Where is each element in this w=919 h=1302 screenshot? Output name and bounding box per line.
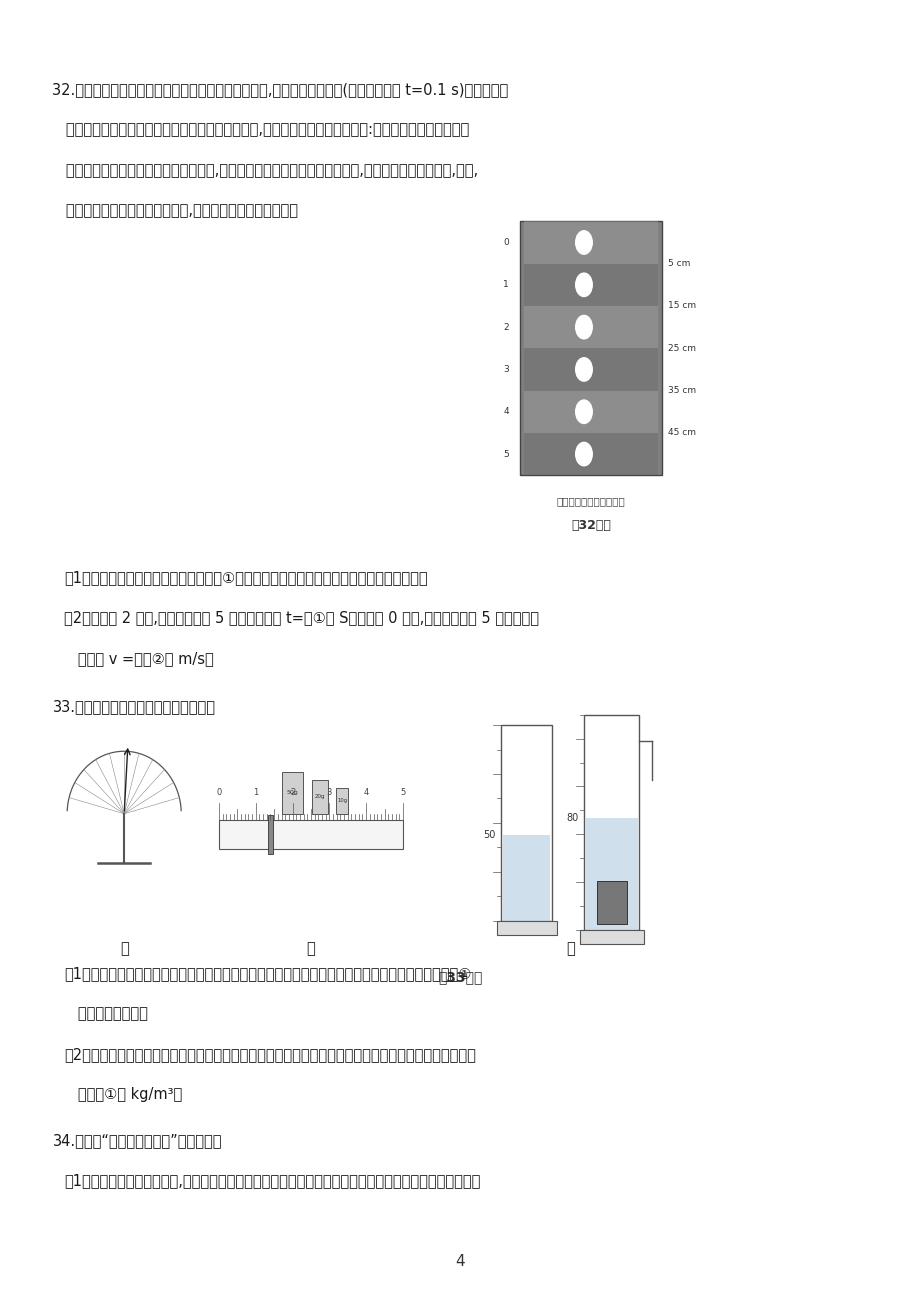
Bar <box>579 930 643 944</box>
Bar <box>596 881 627 924</box>
Bar <box>503 835 550 921</box>
Text: 45 cm: 45 cm <box>667 428 695 437</box>
Text: （1）由频闪照片可以知道小球下落作＿①＿（选填「匀速直线运动」或「变速直线运动」）: （1）由频闪照片可以知道小球下落作＿①＿（选填「匀速直线运动」或「变速直线运动」… <box>64 570 427 586</box>
Text: 0: 0 <box>216 788 221 797</box>
Bar <box>524 306 657 348</box>
Bar <box>524 432 657 475</box>
Text: （1）他将天平放在水平桌面上，当游码归零后发现指针位置如图甲所示，此时他应该将平衡舶每向＿①: （1）他将天平放在水平桌面上，当游码归零后发现指针位置如图甲所示，此时他应该将平… <box>64 966 471 982</box>
Text: 5: 5 <box>503 449 508 458</box>
Text: 5 cm: 5 cm <box>667 259 689 268</box>
Text: 2: 2 <box>289 788 295 797</box>
Text: 25 cm: 25 cm <box>667 344 695 353</box>
Bar <box>501 725 551 921</box>
Bar <box>524 263 657 306</box>
Text: 乙: 乙 <box>306 941 315 957</box>
Circle shape <box>575 315 592 339</box>
Text: 15 cm: 15 cm <box>667 302 696 310</box>
Bar <box>267 815 273 854</box>
Circle shape <box>575 230 592 254</box>
Text: 1: 1 <box>503 280 508 289</box>
Text: 一个运动物体每间隔相同时间曝光一次,将物体在不同时刻所处位置记录下来,由于曝光间隔时间固定,因此,: 一个运动物体每间隔相同时间曝光一次,将物体在不同时刻所处位置记录下来,由于曝光间… <box>52 163 478 178</box>
Text: （2）在用天平测金属块质量时，砷码和游码位置如图乙所示，图丙是测金属块体积的过程，该金属块的密: （2）在用天平测金属块质量时，砷码和游码位置如图乙所示，图丙是测金属块体积的过程… <box>64 1047 476 1062</box>
Text: 小球在不同时刻所处位置: 小球在不同时刻所处位置 <box>556 496 625 506</box>
Text: 4: 4 <box>455 1254 464 1269</box>
Text: 第32题图: 第32题图 <box>571 519 610 533</box>
Bar <box>524 348 657 391</box>
Text: 均速度 v =＿＿②＿ m/s。: 均速度 v =＿＿②＿ m/s。 <box>64 651 214 667</box>
Text: 调，使天平平衡。: 调，使天平平衡。 <box>64 1006 148 1022</box>
Text: 4: 4 <box>503 408 508 417</box>
Text: （2）从起点 2 算起,小球到达位置 5 时下落的时间 t=＿①＿ S。从起点 0 算起,小球到达位置 5 时下落的平: （2）从起点 2 算起,小球到达位置 5 时下落的时间 t=＿①＿ S。从起点 … <box>64 611 539 626</box>
Text: 张不同质量的金属小球从同一位置自由下落的影像,其中一张如图所示。小知识:频闪照相是让照相机对某: 张不同质量的金属小球从同一位置自由下落的影像,其中一张如图所示。小知识:频闪照相… <box>52 122 470 138</box>
Text: 第33题图: 第33题图 <box>437 970 482 984</box>
Text: 33.小明在测量某金属块的密度实验中：: 33.小明在测量某金属块的密度实验中： <box>52 699 215 715</box>
Text: 50: 50 <box>483 829 495 840</box>
Text: 5: 5 <box>400 788 405 797</box>
Text: 50g: 50g <box>287 790 298 796</box>
Text: 4: 4 <box>363 788 369 797</box>
Text: 34.在探究“电流与电阵关系”的过程中。: 34.在探究“电流与电阵关系”的过程中。 <box>52 1133 221 1148</box>
Bar <box>584 715 639 930</box>
Text: 32.某兴趣小组在老师的指导下开始研究自由落体运动,他们用频闪照相机(频闪间隔时间 t=0.1 s)拍摄下了数: 32.某兴趣小组在老师的指导下开始研究自由落体运动,他们用频闪照相机(频闪间隔时… <box>52 82 508 98</box>
Text: 1: 1 <box>253 788 258 797</box>
Text: 10g: 10g <box>336 798 347 803</box>
Bar <box>336 788 348 814</box>
Text: 度为＿①＿ kg/m³。: 度为＿①＿ kg/m³。 <box>64 1087 183 1103</box>
Text: 20g: 20g <box>314 794 325 799</box>
Bar <box>519 221 662 475</box>
Bar <box>496 921 556 935</box>
Circle shape <box>575 400 592 423</box>
Text: （1）小明按图甲连好电路后,闭合开关，移动滑动变阵器滑片，发现电流表无示数，电压表有示数，其原因: （1）小明按图甲连好电路后,闭合开关，移动滑动变阵器滑片，发现电流表无示数，电压… <box>64 1173 481 1189</box>
Circle shape <box>575 443 592 466</box>
Text: 3: 3 <box>326 788 332 797</box>
Bar <box>312 780 327 814</box>
Circle shape <box>575 273 592 297</box>
Text: 35 cm: 35 cm <box>667 387 696 395</box>
Text: 丙: 丙 <box>565 941 574 957</box>
Bar <box>282 772 302 814</box>
Bar <box>524 221 657 263</box>
Text: 甲: 甲 <box>119 941 129 957</box>
Text: 80: 80 <box>566 812 578 823</box>
Text: 频闪照片除记录下物体的位置外,还记录了物体运动的时间。: 频闪照片除记录下物体的位置外,还记录了物体运动的时间。 <box>52 203 298 219</box>
Text: 3: 3 <box>503 365 508 374</box>
Bar <box>585 818 637 930</box>
Bar <box>219 820 403 849</box>
Text: 2: 2 <box>503 323 508 332</box>
Text: 0: 0 <box>503 238 508 247</box>
Circle shape <box>575 358 592 381</box>
Bar <box>524 391 657 432</box>
